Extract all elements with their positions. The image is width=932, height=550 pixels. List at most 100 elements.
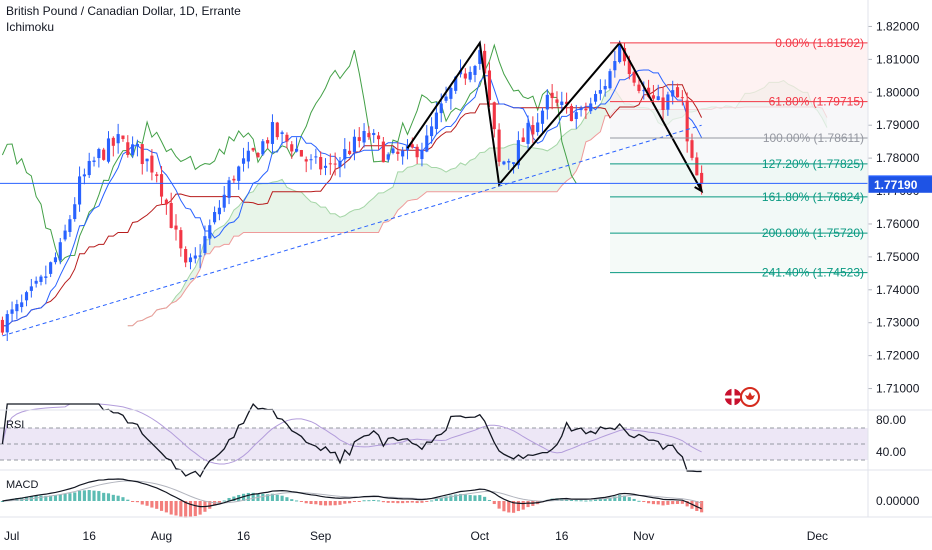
- candle-body: [695, 157, 699, 176]
- candle-body: [555, 99, 559, 103]
- candle-body: [111, 137, 115, 146]
- countdown-price-tag: 1.77190: [874, 178, 918, 192]
- candle-body: [150, 155, 154, 173]
- macd-histogram-bar: [304, 501, 308, 504]
- candle: [256, 152, 260, 158]
- candle-body: [29, 286, 33, 291]
- macd-histogram-bar: [102, 492, 106, 501]
- macd-histogram-bar: [603, 498, 607, 501]
- macd-histogram-bar: [593, 499, 598, 501]
- candle: [304, 156, 308, 173]
- macd-histogram-bar: [285, 497, 289, 501]
- candle-body: [603, 86, 607, 90]
- candle-body: [386, 154, 390, 160]
- macd-histogram-bar: [68, 493, 72, 501]
- fib-level-label: 241.40% (1.74523): [762, 266, 864, 280]
- macd-histogram-bar: [391, 501, 395, 503]
- candle-body: [531, 125, 535, 135]
- candle-body: [39, 276, 43, 282]
- candle-body: [237, 166, 241, 181]
- candle-body: [647, 87, 651, 97]
- candle-body: [34, 280, 38, 284]
- candle-body: [362, 130, 366, 143]
- candle-body: [622, 48, 627, 62]
- price-tick-label: 1.78000: [876, 151, 920, 165]
- fib-band: [610, 233, 868, 273]
- candle-body: [106, 138, 111, 162]
- time-tick-label: 16: [555, 529, 569, 543]
- candle-body: [661, 97, 665, 111]
- candle-body: [290, 144, 294, 152]
- macd-histogram-bar: [266, 494, 270, 501]
- price-tick-label: 1.82000: [876, 19, 920, 33]
- candle: [675, 83, 680, 98]
- candle-body: [5, 314, 9, 333]
- macd-histogram-bar: [179, 501, 183, 517]
- candle-body: [174, 225, 178, 230]
- candle-body: [24, 292, 29, 301]
- time-tick-label: 16: [237, 529, 251, 543]
- candle-body: [516, 140, 520, 166]
- candle: [222, 186, 226, 212]
- candle: [593, 90, 598, 105]
- candle: [290, 141, 294, 159]
- candle-body: [618, 45, 622, 63]
- macd-histogram-bar: [410, 501, 414, 503]
- candle-body: [468, 71, 472, 80]
- candle-body: [401, 150, 405, 157]
- drawings: [2, 40, 704, 337]
- candle: [425, 125, 429, 153]
- candle: [116, 123, 120, 154]
- candle: [174, 214, 178, 241]
- candle: [10, 301, 14, 322]
- candle: [622, 42, 627, 66]
- macd-histogram-bar: [49, 495, 53, 501]
- candle: [444, 86, 448, 103]
- candle-body: [593, 94, 598, 102]
- macd-histogram-bar: [401, 501, 405, 504]
- macd-histogram-bar: [507, 501, 511, 513]
- countdown-price-tag-box: [868, 176, 932, 193]
- candle: [545, 89, 549, 120]
- candle: [294, 137, 299, 153]
- macd-histogram-bar: [135, 501, 140, 503]
- candle-body: [0, 319, 4, 333]
- macd-histogram-bar: [584, 500, 588, 502]
- candle-body: [232, 178, 236, 181]
- candle-body: [540, 110, 545, 124]
- price-tick-label: 1.80000: [876, 85, 920, 99]
- macd-histogram-bar: [439, 497, 443, 501]
- candle-body: [487, 70, 492, 101]
- macd-histogram-bar: [430, 500, 434, 502]
- candle: [49, 261, 53, 278]
- rsi-pane: RSI 80.00 40.00: [0, 403, 906, 478]
- macd-histogram-bar: [458, 493, 463, 501]
- macd-histogram-bar: [97, 491, 101, 501]
- macd-histogram-bar: [53, 495, 58, 501]
- candle-body: [198, 255, 202, 257]
- candle-body: [10, 309, 14, 314]
- macd-histogram-bar: [140, 501, 144, 505]
- macd-histogram-bar: [449, 495, 453, 501]
- macd-histogram-bar: [290, 499, 294, 501]
- candle: [135, 139, 140, 157]
- candle: [251, 147, 255, 152]
- pattern-zigzag: [406, 40, 703, 192]
- candle-body: [613, 61, 617, 71]
- macd-histogram-bar: [121, 497, 125, 501]
- macd-histogram-bar: [574, 500, 578, 502]
- candle: [560, 91, 564, 113]
- candle-body: [20, 302, 24, 308]
- indicator-label: Ichimoku: [6, 20, 55, 34]
- candle-body: [169, 203, 173, 228]
- macd-histogram-bar: [198, 501, 202, 515]
- candle: [574, 104, 578, 129]
- candle-body: [598, 90, 602, 94]
- candle-body: [410, 144, 414, 148]
- candle-body: [213, 212, 217, 223]
- candle: [299, 149, 303, 157]
- macd-histogram-bar: [502, 501, 506, 512]
- macd-histogram-bar: [434, 498, 438, 501]
- candle: [381, 136, 385, 163]
